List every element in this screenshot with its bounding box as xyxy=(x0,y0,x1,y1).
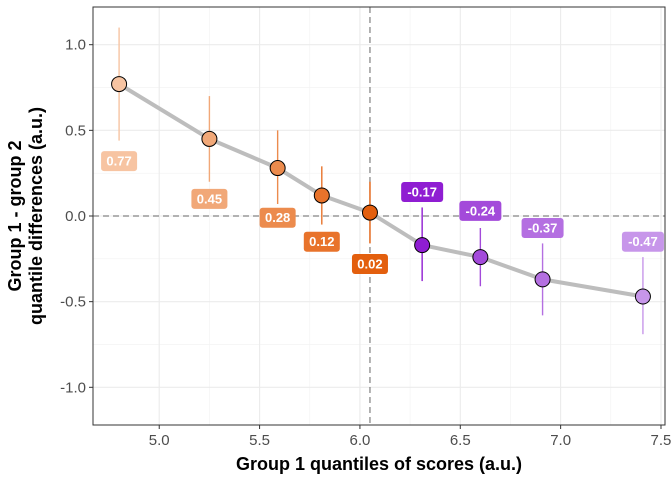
data-label-box-4 xyxy=(351,253,388,274)
data-label-box-3 xyxy=(303,231,340,252)
data-label-2: 0.28 xyxy=(259,207,296,228)
data-label-0: 0.77 xyxy=(101,151,138,172)
data-point-5 xyxy=(414,237,431,254)
data-label-text-8: -0.47 xyxy=(628,234,658,249)
data-label-3: 0.12 xyxy=(303,231,340,252)
data-point-4 xyxy=(361,204,378,221)
data-label-8: -0.47 xyxy=(621,231,664,252)
data-point-1 xyxy=(201,130,218,147)
data-label-text-5: -0.17 xyxy=(407,185,437,200)
y-tick-label: -1.0 xyxy=(60,379,86,396)
data-label-text-4: 0.02 xyxy=(357,256,382,271)
data-label-box-7 xyxy=(521,217,564,238)
data-labels: 0.77 0.45 0.28 0.12 0.02 -0.17 -0.24 -0.37 -0.47 xyxy=(101,151,664,274)
x-axis-title: Group 1 quantiles of scores (a.u.) xyxy=(236,454,522,474)
y-tick-label: 0.0 xyxy=(65,208,86,225)
x-tick-label: 5.0 xyxy=(149,432,170,449)
y-tick-label: 0.5 xyxy=(65,122,86,139)
error-bars xyxy=(118,27,644,335)
y-tick-label: 1.0 xyxy=(65,37,86,54)
x-tick-label: 5.5 xyxy=(249,432,270,449)
data-label-7: -0.37 xyxy=(521,217,564,238)
data-label-1: 0.45 xyxy=(191,188,228,209)
data-point-0 xyxy=(111,76,128,93)
data-label-6: -0.24 xyxy=(459,200,502,221)
data-label-text-7: -0.37 xyxy=(528,220,558,235)
x-tick-label: 7.5 xyxy=(651,432,672,449)
x-tick-label: 6.0 xyxy=(350,432,371,449)
data-point-3 xyxy=(313,187,330,204)
data-label-box-5 xyxy=(401,182,444,203)
data-point-7 xyxy=(534,271,551,288)
x-tick-label: 6.5 xyxy=(450,432,471,449)
y-axis-ticks: -1.0 -0.5 0.0 0.5 1.0 xyxy=(60,37,93,396)
data-label-box-1 xyxy=(191,188,228,209)
data-label-text-6: -0.24 xyxy=(466,203,496,218)
data-label-text-3: 0.12 xyxy=(309,234,334,249)
data-points xyxy=(111,76,651,305)
x-axis-ticks: 5.0 5.5 6.0 6.5 7.0 7.5 xyxy=(149,425,672,449)
data-label-box-6 xyxy=(459,200,502,221)
data-label-box-2 xyxy=(259,207,296,228)
data-label-text-0: 0.77 xyxy=(106,154,131,169)
data-point-2 xyxy=(269,160,286,177)
data-label-5: -0.17 xyxy=(401,182,444,203)
y-axis-title-line-1: Group 1 - group 2 xyxy=(5,141,25,292)
x-tick-label: 7.0 xyxy=(550,432,571,449)
data-label-box-8 xyxy=(621,231,664,252)
data-label-box-0 xyxy=(101,151,138,172)
y-axis-title-line-2: quantile differences (a.u.) xyxy=(26,107,46,325)
y-tick-label: -0.5 xyxy=(60,294,86,311)
data-label-text-1: 0.45 xyxy=(197,191,222,206)
data-point-8 xyxy=(634,288,651,305)
data-label-4: 0.02 xyxy=(351,253,388,274)
data-label-text-2: 0.28 xyxy=(265,210,290,225)
data-point-6 xyxy=(472,249,489,266)
